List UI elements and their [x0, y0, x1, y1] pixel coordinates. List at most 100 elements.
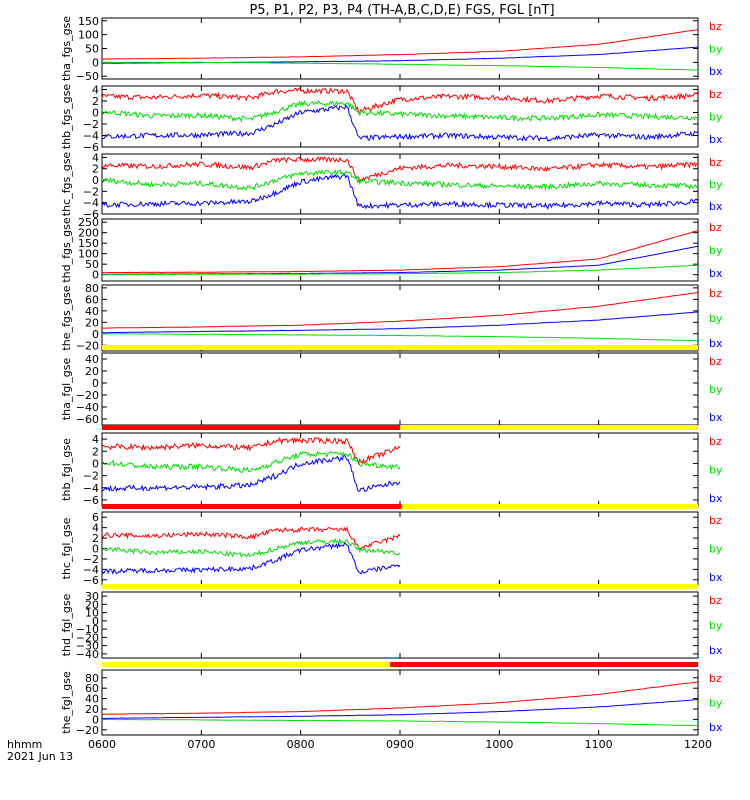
legend-bx: bx	[709, 411, 723, 424]
flag-bar-yellow	[400, 425, 698, 430]
y-tick-label: −4	[83, 129, 99, 142]
panel-frame	[101, 511, 699, 586]
x-tick-label: 0700	[187, 738, 215, 751]
legend-by: by	[709, 543, 723, 556]
legend-by: by	[709, 111, 723, 124]
trace-bz	[102, 681, 699, 715]
legend-by: by	[709, 244, 723, 257]
y-tick-label: 0	[92, 543, 99, 556]
legend-bz: bz	[709, 514, 722, 527]
y-tick-label: −4	[83, 482, 99, 495]
trace-bx	[101, 542, 401, 575]
y-tick-label: −30	[76, 640, 99, 653]
y-tick-label: 200	[78, 227, 99, 240]
y-axis-label: thc_fgs_gse	[60, 152, 73, 217]
y-axis-label: the_fgl_gse	[60, 671, 73, 734]
flag-bar-red	[390, 662, 698, 667]
panel-frame	[101, 432, 699, 507]
trace-bx	[101, 103, 699, 142]
panel-frame	[101, 669, 699, 736]
panel-frame	[101, 17, 699, 80]
x-tick-label: 1100	[585, 738, 613, 751]
flag-bar-yellow	[102, 662, 391, 667]
y-tick-label: −60	[76, 413, 99, 426]
panel-thc_fgs_gse: 420−2−4−6 thc_fgs_gse bz by bx	[60, 151, 723, 221]
legend-by: by	[709, 464, 723, 477]
y-tick-label: 0	[92, 457, 99, 470]
panel-thb_fgs_gse: 420−2−4−6 thb_fgs_gse bz by bx	[60, 83, 723, 154]
legend-bz: bz	[709, 594, 722, 607]
trace-by	[101, 537, 401, 559]
trace-bz	[101, 436, 401, 465]
legend-bz: bz	[709, 435, 722, 448]
y-tick-label: 40	[85, 353, 99, 366]
y-tick-label: −4	[83, 563, 99, 576]
panel-frame	[101, 352, 699, 426]
legend-by: by	[709, 178, 723, 191]
y-tick-label: 0	[92, 174, 99, 187]
y-tick-label: −6	[83, 574, 99, 587]
y-tick-label: −2	[83, 470, 99, 483]
y-tick-label: −20	[76, 389, 99, 402]
time-axis: 0600 0700 0800 0900 1000 1100 1200	[88, 738, 712, 751]
y-tick-label: 2	[92, 532, 99, 545]
y-tick-label: 0	[92, 56, 99, 69]
y-tick-label: −40	[76, 401, 99, 414]
x-tick-label: 0900	[386, 738, 414, 751]
legend-bz: bz	[709, 287, 722, 300]
y-tick-label: 10	[85, 607, 99, 620]
legend-bz: bz	[709, 355, 722, 368]
y-tick-label: 20	[85, 365, 99, 378]
y-tick-label: −2	[83, 185, 99, 198]
legend-bz: bz	[709, 20, 722, 33]
y-tick-label: 150	[78, 15, 99, 28]
trace-bz	[101, 156, 699, 183]
trace-bz	[101, 29, 699, 60]
y-axis-label: tha_fgl_gse	[60, 358, 73, 421]
y-axis-label: thb_fgl_gse	[60, 438, 73, 501]
trace-bx	[102, 699, 699, 719]
trace-by	[101, 168, 699, 192]
y-tick-label: −2	[83, 553, 99, 566]
legend-bz: bz	[709, 156, 722, 169]
trace-by	[101, 264, 699, 276]
flag-bar-yellow	[401, 504, 698, 509]
legend-bx: bx	[709, 644, 723, 657]
y-tick-label: 30	[85, 590, 99, 603]
x-tick-label: 0600	[88, 738, 116, 751]
flag-bar-red	[102, 425, 400, 430]
y-tick-label: 0	[92, 106, 99, 119]
trace-by	[101, 99, 699, 123]
y-tick-label: 20	[85, 598, 99, 611]
y-tick-label: −6	[83, 494, 99, 507]
legend-bz: bz	[709, 672, 722, 685]
y-tick-label: −6	[83, 208, 99, 221]
y-tick-label: −50	[76, 70, 99, 83]
y-tick-label: 2	[92, 445, 99, 458]
legend-by: by	[709, 697, 723, 710]
y-axis-label: thd_fgs_gse	[60, 217, 73, 283]
y-tick-label: 4	[92, 433, 99, 446]
legend-bx: bx	[709, 65, 723, 78]
trace-bz	[102, 292, 699, 329]
legend-bx: bx	[709, 721, 723, 734]
trace-by	[102, 718, 698, 727]
legend-bx: bx	[709, 337, 723, 350]
flag-bar-yellow	[102, 345, 698, 350]
y-tick-label: 4	[92, 522, 99, 535]
trace-bx	[101, 311, 699, 334]
y-tick-label: 0	[92, 615, 99, 628]
y-tick-label: 4	[92, 83, 99, 96]
trace-bz	[101, 525, 401, 551]
legend-by: by	[709, 312, 723, 325]
y-tick-label: 2	[92, 95, 99, 108]
y-tick-label: 0	[92, 713, 99, 726]
x-tick-label: 1200	[684, 738, 712, 751]
